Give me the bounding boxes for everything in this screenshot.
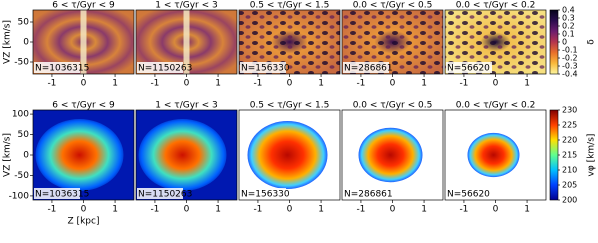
panel-title: 0.0 < τ/Gyr < 0.5 <box>353 101 433 111</box>
x-tick-label: 1 <box>524 79 530 89</box>
y-tick-label: 100 <box>12 110 29 120</box>
x-tick-label: 1 <box>421 205 427 215</box>
colorbar-tick-label: -0.2 <box>562 54 578 63</box>
x-tick-label: -1 <box>47 205 56 215</box>
annotation: N=1036315 <box>35 190 89 200</box>
panel-title: 0.0 < τ/Gyr < 0.2 <box>456 101 536 111</box>
x-tick-label: 1 <box>215 79 221 89</box>
panel-title: 0.5 < τ/Gyr < 1.5 <box>250 1 330 11</box>
x-tick-label: 0 <box>493 79 499 89</box>
x-tick-label: 1 <box>112 79 118 89</box>
annotation: N=1150263 <box>138 190 192 200</box>
heatmap-blob <box>138 119 227 191</box>
annotation-box <box>343 62 389 73</box>
y-axis-label: VZ [km/s] <box>3 133 13 177</box>
panel-title: 0.0 < τ/Gyr < 0.5 <box>353 1 433 11</box>
x-tick-label: 1 <box>112 205 118 215</box>
annotation: N=1150263 <box>138 64 192 74</box>
annotation-box <box>343 188 389 199</box>
y-tick-label: -50 <box>14 171 29 181</box>
x-tick-label: 0 <box>184 205 190 215</box>
colorbar-tick-label: 225 <box>562 121 577 130</box>
panel-title: 6 < τ/Gyr < 9 <box>52 101 115 111</box>
x-tick-label: 1 <box>524 205 530 215</box>
x-tick-label: 0 <box>390 205 396 215</box>
colorbar-tick-label: 230 <box>562 106 577 115</box>
annotation-box <box>137 188 183 199</box>
heatmap-blob <box>247 121 328 189</box>
annotation-box <box>446 62 492 73</box>
annotation: N=156330 <box>241 190 290 200</box>
annotation: N=156330 <box>241 64 290 74</box>
x-tick-label: -1 <box>253 205 262 215</box>
annotation-box <box>240 188 286 199</box>
colorbar-tick-label: 215 <box>562 151 577 160</box>
x-tick-label: 0 <box>287 79 293 89</box>
x-tick-label: 0 <box>390 79 396 89</box>
y-tick-label: -50 <box>14 58 29 68</box>
x-tick-label: 0 <box>493 205 499 215</box>
panel-title: 0.0 < τ/Gyr < 0.2 <box>456 1 536 11</box>
colorbar <box>549 109 559 201</box>
colorbar-tick-label: -0.4 <box>562 70 578 79</box>
annotation-box <box>240 62 286 73</box>
panel-title: 1 < τ/Gyr < 3 <box>155 1 217 11</box>
x-tick-label: 0 <box>184 79 190 89</box>
x-tick-label: 0 <box>81 205 87 215</box>
annotation: N=56620 <box>447 190 490 200</box>
x-tick-label: -1 <box>47 79 56 89</box>
colorbar-tick-label: -0.3 <box>562 62 578 71</box>
y-tick-label: 50 <box>18 18 30 28</box>
annotation-box <box>137 62 183 73</box>
colorbar-tick-label: 0.2 <box>562 22 575 31</box>
x-tick-label: -1 <box>150 79 159 89</box>
colorbar-tick-label: 0 <box>562 38 567 47</box>
panel-title: 1 < τ/Gyr < 3 <box>155 101 217 111</box>
y-tick-label: -100 <box>9 191 30 201</box>
y-tick-label: 0 <box>23 151 29 161</box>
colorbar-label: vφ [km/s] <box>587 134 597 177</box>
annotation: N=286861 <box>344 190 393 200</box>
colorbar <box>549 9 559 75</box>
panel-title: 6 < τ/Gyr < 9 <box>52 1 115 11</box>
colorbar-tick-label: 210 <box>562 166 577 175</box>
y-tick-label: 0 <box>23 38 29 48</box>
x-tick-label: 0 <box>81 79 87 89</box>
annotation-box <box>446 188 492 199</box>
x-tick-label: -1 <box>459 205 468 215</box>
heatmap-stripe <box>183 10 190 74</box>
annotation: N=56620 <box>447 64 490 74</box>
x-tick-label: 1 <box>215 205 221 215</box>
colorbar-tick-label: 0.4 <box>562 6 575 15</box>
x-tick-label: 1 <box>421 79 427 89</box>
colorbar-tick-label: -0.1 <box>562 46 578 55</box>
annotation-box <box>34 62 80 73</box>
x-tick-label: 0 <box>287 205 293 215</box>
y-tick-label: 50 <box>18 130 30 140</box>
annotation-box <box>34 188 80 199</box>
heatmap-blob <box>358 127 423 183</box>
annotation: N=1036315 <box>35 64 89 74</box>
y-axis-label: VZ [km/s] <box>3 20 13 64</box>
x-tick-label: -1 <box>356 79 365 89</box>
colorbar-tick-label: 220 <box>562 136 577 145</box>
colorbar-tick-label: 0.1 <box>562 30 575 39</box>
colorbar-tick-label: 200 <box>562 196 577 205</box>
heatmap-blob <box>467 132 520 178</box>
x-tick-label: -1 <box>356 205 365 215</box>
x-tick-label: 1 <box>318 205 324 215</box>
annotation: N=286861 <box>344 64 393 74</box>
x-axis-label: Z [kpc] <box>68 217 100 227</box>
x-tick-label: -1 <box>150 205 159 215</box>
x-tick-label: -1 <box>253 79 262 89</box>
panel-title: 0.5 < τ/Gyr < 1.5 <box>250 101 330 111</box>
x-tick-label: 1 <box>318 79 324 89</box>
heatmap-blob <box>35 119 124 191</box>
colorbar-label: δ <box>587 39 597 45</box>
x-tick-label: -1 <box>459 79 468 89</box>
heatmap-stripe <box>80 10 87 74</box>
colorbar-tick-label: 205 <box>562 181 577 190</box>
colorbar-tick-label: 0.3 <box>562 14 575 23</box>
